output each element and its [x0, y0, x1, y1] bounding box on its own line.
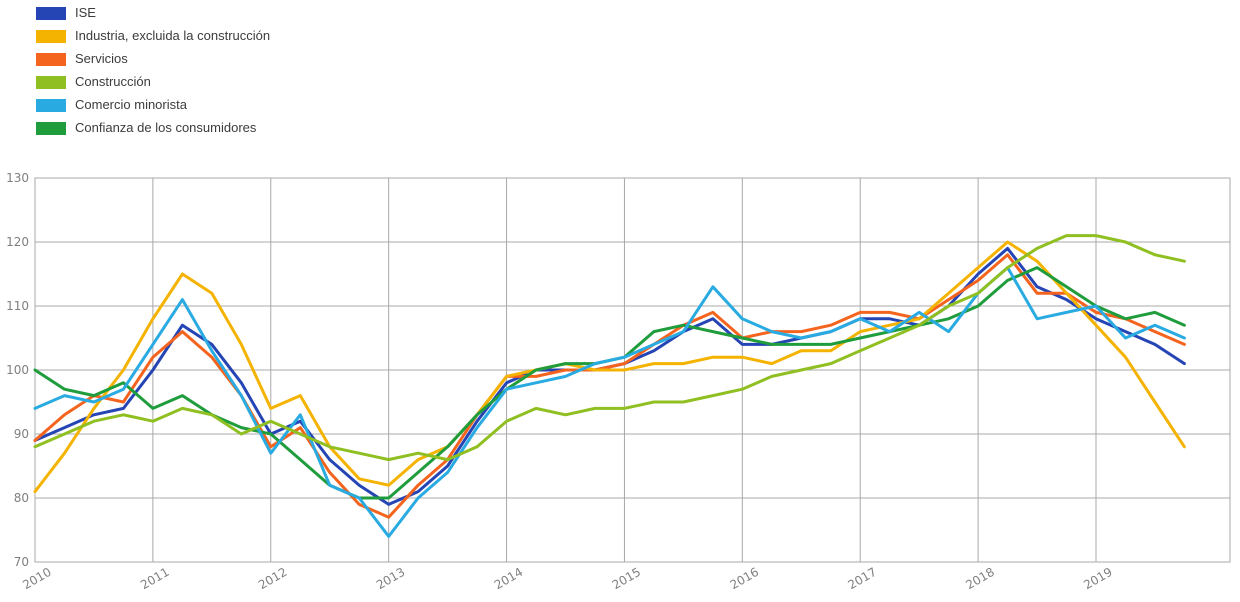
series-line-5 — [33, 266, 1186, 538]
legend-swatch — [36, 6, 66, 20]
y-axis-tick-label: 110 — [6, 299, 29, 313]
y-axis-tick-label: 100 — [6, 363, 29, 377]
chart-legend: ISE Industria, excluida la construcción … — [36, 6, 270, 144]
legend-item: Servicios — [36, 52, 270, 66]
y-axis-tick-label: 90 — [14, 427, 29, 441]
legend-swatch — [36, 29, 66, 43]
y-axis-tick-label: 130 — [6, 171, 29, 185]
legend-label: Construcción — [75, 74, 151, 89]
series-line-1 — [33, 246, 1186, 506]
legend-swatch — [36, 52, 66, 66]
legend-label: Confianza de los consumidores — [75, 120, 257, 135]
legend-label: ISE — [75, 5, 96, 20]
series-line-3 — [33, 253, 1186, 519]
x-axis-tick-label: 2019 — [1081, 565, 1114, 592]
series-line-2 — [33, 240, 1186, 494]
x-axis-tick-label: 2012 — [256, 565, 289, 592]
series-line-6 — [33, 266, 1186, 500]
x-axis-tick-label: 2018 — [963, 565, 996, 592]
series-line-4 — [33, 234, 1186, 462]
x-axis-tick-label: 2014 — [492, 565, 525, 592]
legend-swatch — [36, 75, 66, 89]
x-axis-tick-label: 2016 — [728, 565, 761, 592]
x-axis-tick-label: 2017 — [845, 565, 878, 592]
x-axis-tick-label: 2013 — [374, 565, 407, 592]
legend-label: Industria, excluida la construcción — [75, 28, 271, 43]
x-axis-tick-label: 2011 — [138, 565, 171, 592]
legend-item: Industria, excluida la construcción — [36, 29, 270, 43]
y-axis-tick-label: 120 — [6, 235, 29, 249]
legend-item: ISE — [36, 6, 270, 20]
y-axis-tick-label: 80 — [14, 491, 29, 505]
legend-item: Confianza de los consumidores — [36, 121, 270, 135]
legend-item: Comercio minorista — [36, 98, 270, 112]
legend-item: Construcción — [36, 75, 270, 89]
legend-label: Servicios — [75, 51, 128, 66]
legend-swatch — [36, 121, 66, 135]
y-axis-tick-label: 70 — [14, 555, 29, 569]
legend-label: Comercio minorista — [75, 97, 187, 112]
x-axis-tick-label: 2015 — [610, 565, 643, 592]
legend-swatch — [36, 98, 66, 112]
